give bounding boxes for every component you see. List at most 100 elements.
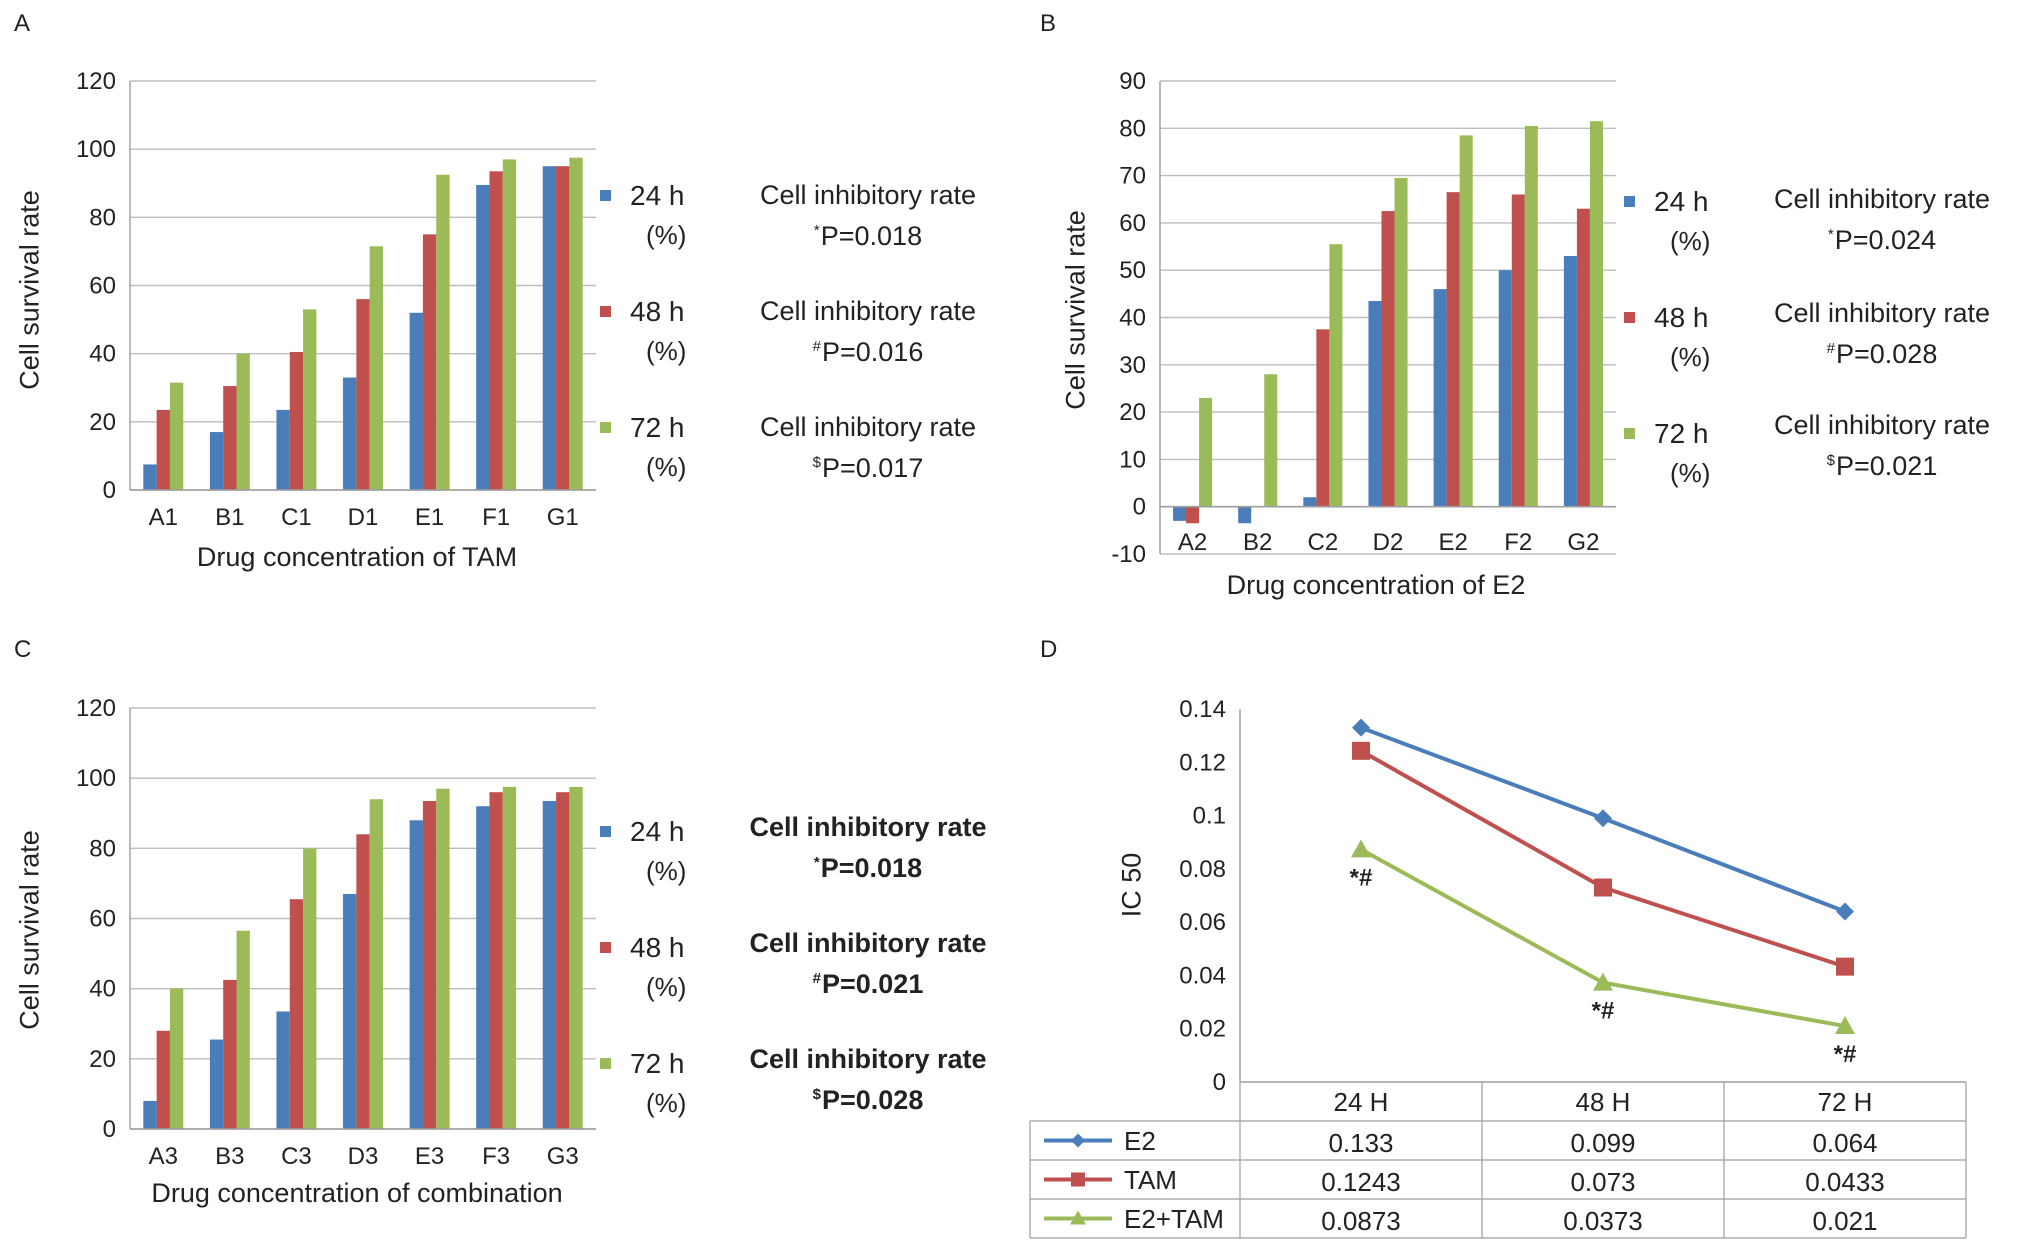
bar-24h bbox=[1498, 270, 1512, 507]
stat-symbol: $ bbox=[1826, 452, 1835, 469]
bar-48h bbox=[1381, 211, 1395, 507]
bar-24h bbox=[1238, 506, 1252, 524]
x-tick-label: F2 bbox=[1504, 529, 1532, 556]
bar-24h bbox=[476, 184, 490, 490]
bar-48h bbox=[289, 899, 304, 1129]
panel-letter-b: B bbox=[1040, 10, 1057, 37]
line-chart-d: 0 0.02 0.04 0.06 0.08 0.1 0.12 0.14 *# *# *# 24 H 48… bbox=[1029, 696, 1967, 1239]
bar-72h bbox=[569, 786, 583, 1129]
y-tick-label: 80 bbox=[1119, 115, 1146, 142]
legend-unit: (%) bbox=[646, 336, 687, 366]
y-tick-label: 0.14 bbox=[1179, 696, 1226, 723]
bar-24h bbox=[209, 432, 224, 490]
table-cell-value: 0.133 bbox=[1328, 1128, 1393, 1158]
stat-title: Cell inhibitory rate bbox=[759, 296, 977, 326]
stat-symbol: * bbox=[813, 854, 820, 871]
y-tick-label: 20 bbox=[89, 1046, 116, 1073]
stat-block-c-3: Cell inhibitory rate $P=0.028 bbox=[728, 1044, 1008, 1116]
x-tick-label: A2 bbox=[1178, 529, 1207, 556]
stat-p-value: $P=0.021 bbox=[1742, 451, 2022, 482]
bar-48h bbox=[489, 792, 503, 1129]
x-tick-label: F3 bbox=[482, 1143, 510, 1170]
bar-chart-a: 0 20 40 60 80 100 120 A1 B1 C1 D1 E1 F1 G1 bbox=[76, 68, 596, 531]
x-tick-label: F1 bbox=[482, 504, 510, 531]
x-tick-label: A3 bbox=[149, 1143, 178, 1170]
diamond-marker bbox=[1352, 718, 1370, 737]
bar-24h bbox=[276, 409, 290, 490]
x-tick-label: G1 bbox=[547, 504, 579, 531]
y-tick-label: 0.02 bbox=[1179, 1016, 1226, 1043]
stat-symbol: # bbox=[1826, 340, 1835, 357]
y-tick-label: 40 bbox=[89, 341, 116, 368]
legend-label-72h: 72 h bbox=[1654, 418, 1709, 449]
bar-72h bbox=[303, 848, 317, 1129]
legend-swatch-48h bbox=[600, 942, 611, 953]
series-line-tam bbox=[1360, 749, 1846, 969]
diamond-marker bbox=[1594, 809, 1612, 828]
y-axis-label-c: Cell survival rate bbox=[14, 830, 45, 1030]
stat-symbol: # bbox=[812, 970, 821, 987]
stat-symbol: # bbox=[812, 338, 821, 355]
stat-title: Cell inhibitory rate bbox=[1773, 184, 1991, 214]
stat-title: Cell inhibitory rate bbox=[749, 928, 987, 958]
panel-c: C 0 20 40 60 80 100 120 A3 B3 C3 D3 E3 F3 G3 Cell sur… bbox=[0, 630, 1010, 1252]
triangle-marker bbox=[1593, 972, 1613, 991]
y-tick-label: 20 bbox=[89, 409, 116, 436]
panel-letter-a: A bbox=[14, 10, 31, 37]
stat-symbol: * bbox=[813, 222, 820, 239]
bar-72h bbox=[436, 788, 450, 1129]
panel-d: D 0 0.02 0.04 0.06 0.08 0.1 0.12 0.14 *# *# *# 24 H… bbox=[1020, 630, 2026, 1252]
stat-title: Cell inhibitory rate bbox=[749, 812, 987, 842]
panel-letter-c: C bbox=[14, 636, 32, 663]
table-cell-value: 0.0373 bbox=[1563, 1206, 1643, 1236]
bar-72h bbox=[1264, 374, 1278, 507]
square-marker bbox=[1071, 1172, 1085, 1187]
legend-unit: (%) bbox=[646, 1088, 687, 1118]
x-tick-label: E1 bbox=[415, 504, 444, 531]
panel-letter-d: D bbox=[1040, 636, 1058, 663]
legend-unit: (%) bbox=[1670, 458, 1711, 488]
x-tick-label: B3 bbox=[215, 1143, 244, 1170]
legend-unit: (%) bbox=[646, 452, 687, 482]
bar-48h bbox=[422, 800, 437, 1129]
panel-b: B -10 0 10 20 30 40 50 60 70 80 90 A2 B2 C2 D2 E2 F2 G2 C… bbox=[1040, 0, 2026, 620]
y-tick-label: 50 bbox=[1119, 257, 1146, 284]
stat-block-a-3: Cell inhibitory rate $P=0.017 bbox=[728, 412, 1008, 484]
triangle-marker bbox=[1835, 1016, 1855, 1035]
stat-p-text: P=0.028 bbox=[822, 1085, 924, 1115]
stat-title: Cell inhibitory rate bbox=[1773, 298, 1991, 328]
stat-p-text: P=0.021 bbox=[1836, 451, 1938, 481]
table-series-name: E2+TAM bbox=[1124, 1204, 1224, 1234]
bar-72h bbox=[1524, 125, 1538, 507]
bar-48h bbox=[156, 409, 170, 490]
significance-annotation: *# bbox=[1350, 864, 1373, 891]
stat-p-value: $P=0.028 bbox=[728, 1085, 1008, 1116]
bar-72h bbox=[236, 930, 250, 1129]
bar-48h bbox=[422, 234, 437, 490]
x-tick-label: G2 bbox=[1567, 529, 1599, 556]
stat-block-b-2: Cell inhibitory rate #P=0.028 bbox=[1742, 298, 2022, 370]
stat-p-text: P=0.021 bbox=[822, 969, 924, 999]
bar-24h bbox=[1563, 256, 1577, 507]
bar-24h bbox=[542, 166, 557, 491]
y-tick-label: 100 bbox=[76, 136, 116, 163]
diamond-marker bbox=[1836, 902, 1854, 921]
y-tick-label: 60 bbox=[1119, 210, 1146, 237]
bar-48h bbox=[1511, 194, 1525, 507]
x-axis-label-a: Drug concentration of TAM bbox=[196, 542, 518, 572]
legend-swatch-48h bbox=[1624, 312, 1635, 323]
bar-48h bbox=[1446, 192, 1460, 507]
bar-72h bbox=[236, 353, 250, 490]
y-axis-label-d: IC 50 bbox=[1116, 852, 1147, 918]
legend-unit: (%) bbox=[1670, 226, 1711, 256]
bar-24h bbox=[409, 312, 423, 490]
legend-swatch-48h bbox=[600, 306, 611, 317]
bar-72h bbox=[502, 159, 517, 490]
stat-title: Cell inhibitory rate bbox=[749, 1044, 987, 1074]
y-tick-label: 0.12 bbox=[1179, 749, 1226, 776]
stat-block-c-1: Cell inhibitory rate *P=0.018 bbox=[728, 812, 1008, 884]
bar-48h bbox=[223, 979, 237, 1129]
x-tick-label: 24 H bbox=[1334, 1087, 1389, 1117]
bar-48h bbox=[489, 171, 503, 490]
table-cell-value: 0.073 bbox=[1570, 1167, 1635, 1197]
